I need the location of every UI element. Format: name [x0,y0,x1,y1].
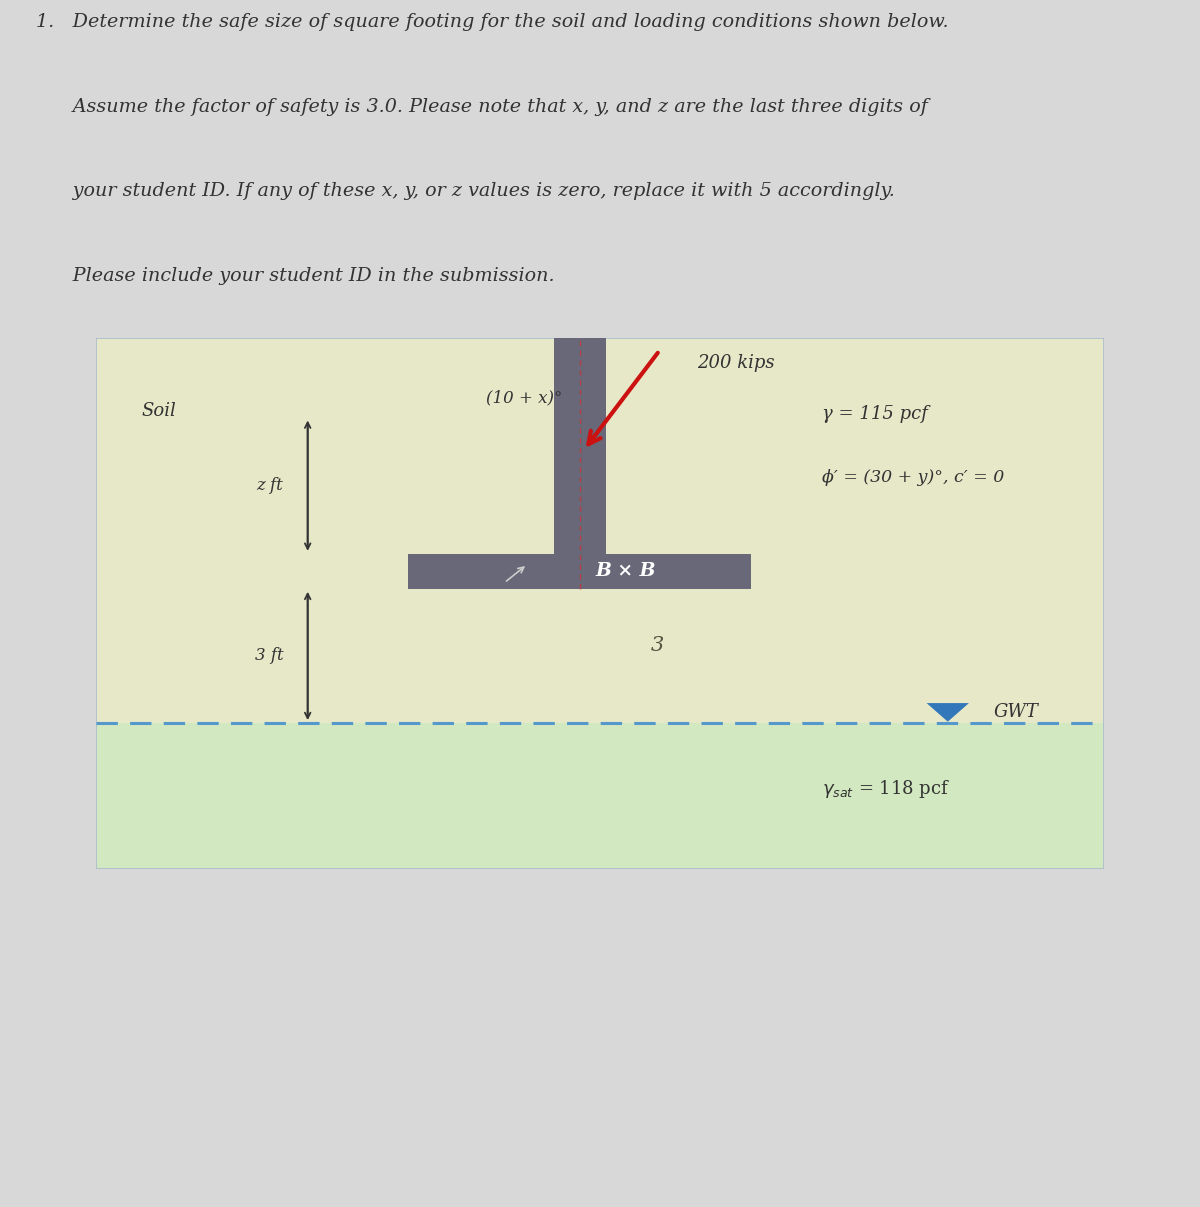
Text: 3: 3 [650,636,664,655]
Text: Soil: Soil [142,402,176,420]
Text: your student ID. If any of these x, y, or z values is zero, replace it with 5 ac: your student ID. If any of these x, y, o… [36,182,895,200]
Text: (10 + x)°: (10 + x)° [486,389,563,407]
Text: $\mathit{\gamma}_{sat}$ = 118 pcf: $\mathit{\gamma}_{sat}$ = 118 pcf [822,779,950,800]
Text: Assume the factor of safety is 3.0. Please note that x, y, and z are the last th: Assume the factor of safety is 3.0. Plea… [36,98,928,116]
Text: γ = 115 pcf: γ = 115 pcf [822,406,928,424]
Text: 1.   Determine the safe size of square footing for the soil and loading conditio: 1. Determine the safe size of square foo… [36,13,949,31]
Text: z ft: z ft [256,477,283,494]
Bar [96,723,1104,869]
Text: Please include your student ID in the submission.: Please include your student ID in the su… [36,267,554,285]
Text: 200 kips: 200 kips [697,354,775,372]
Polygon shape [926,702,968,722]
Text: B × B: B × B [595,562,655,581]
Text: ϕ′ = (30 + y)°, c′ = 0: ϕ′ = (30 + y)°, c′ = 0 [822,468,1004,486]
Text: 3 ft: 3 ft [256,647,283,664]
Bar [408,554,751,589]
Bar [96,338,1104,723]
Text: GWT: GWT [994,702,1038,721]
Bar [553,338,606,554]
